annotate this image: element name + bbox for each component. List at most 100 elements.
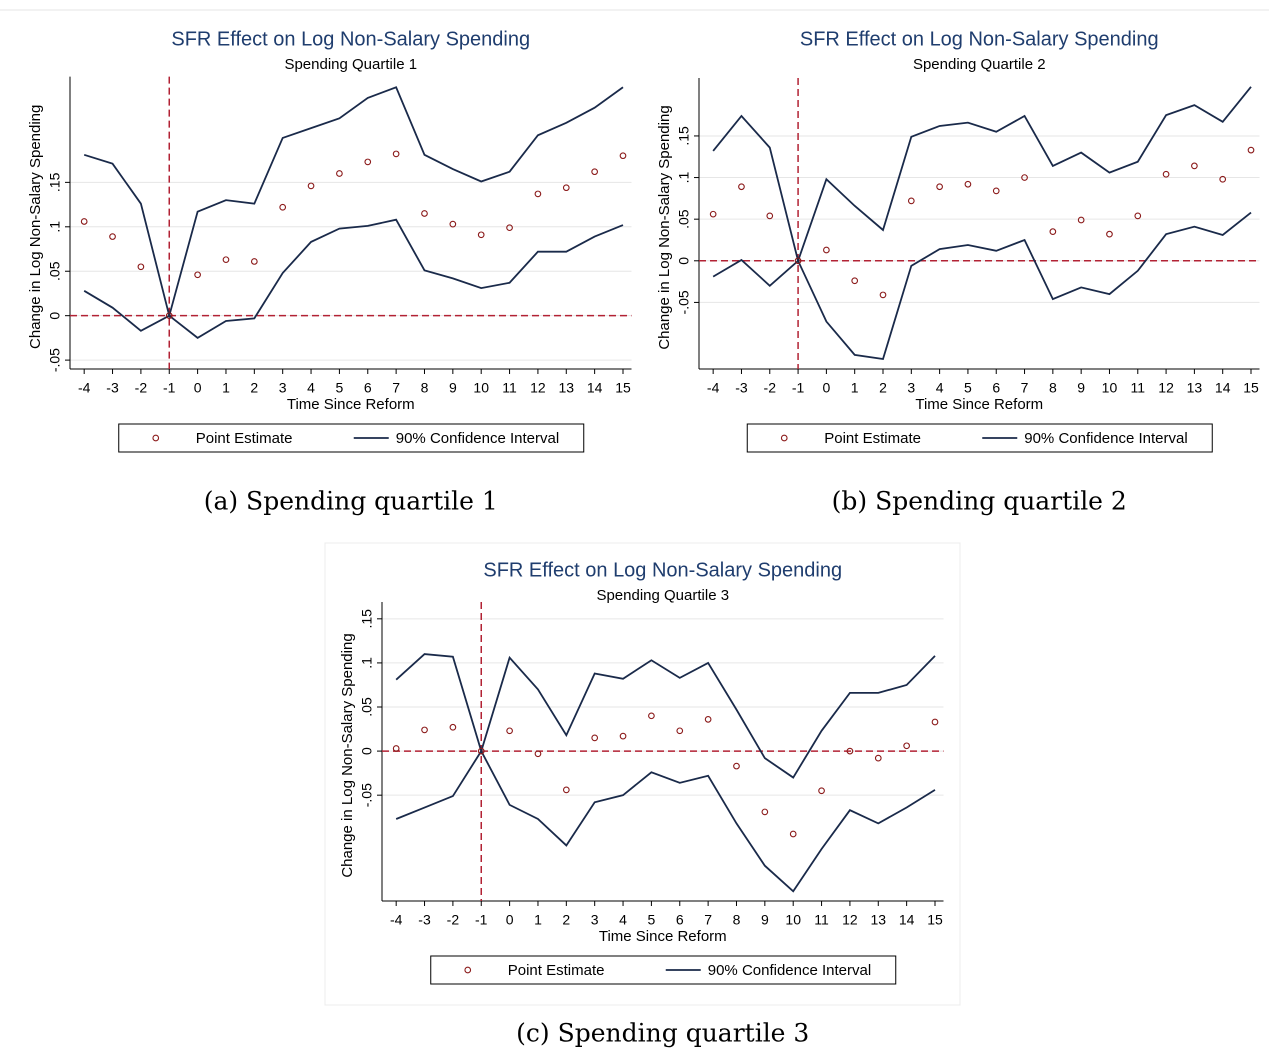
legend-box xyxy=(430,955,897,985)
y-tick-label: -.05 xyxy=(359,783,375,807)
point xyxy=(823,246,830,254)
x-tick-label: 3 xyxy=(279,380,287,396)
y-tick-label: -.05 xyxy=(676,290,692,314)
x-tick-label: 9 xyxy=(761,912,769,928)
point xyxy=(534,750,542,758)
ci-line xyxy=(395,749,936,893)
point xyxy=(449,220,457,228)
x-tick-label: 15 xyxy=(1243,380,1259,396)
point xyxy=(222,256,230,264)
point xyxy=(676,727,684,735)
x-tick-label: 6 xyxy=(676,912,684,928)
legend-label: 90% Confidence Interval xyxy=(1024,430,1187,447)
x-tick-label: 6 xyxy=(992,380,1000,396)
point xyxy=(907,197,915,205)
x-tick-label: 0 xyxy=(506,912,514,928)
panel-border xyxy=(324,542,961,1006)
x-tick-label: 10 xyxy=(785,912,801,928)
point xyxy=(1191,162,1198,170)
point xyxy=(704,715,712,723)
point xyxy=(477,231,485,239)
x-tick-label: 5 xyxy=(648,912,656,928)
point xyxy=(794,257,802,265)
chart-title: SFR Effect on Log Non-Salary Spending xyxy=(483,559,842,581)
y-tick-label: .05 xyxy=(359,697,375,717)
point xyxy=(936,183,943,191)
x-tick-label: 9 xyxy=(449,380,457,396)
x-tick-label: 5 xyxy=(964,380,972,396)
x-tick-label: 1 xyxy=(222,380,230,396)
y-tick-label: .05 xyxy=(47,261,63,281)
x-tick-label: 12 xyxy=(842,912,858,928)
x-tick-label: 2 xyxy=(250,380,258,396)
point xyxy=(733,762,740,770)
x-tick-label: 11 xyxy=(814,912,829,928)
point xyxy=(709,210,717,218)
point xyxy=(619,152,627,160)
x-tick-label: 8 xyxy=(1049,380,1057,396)
caption: (a) Spending quartile 1 xyxy=(204,487,498,516)
x-tick-label: 1 xyxy=(534,912,542,928)
x-tick-label: 12 xyxy=(1158,380,1174,396)
y-tick-label: .1 xyxy=(676,172,692,184)
x-tick-label: 5 xyxy=(336,380,344,396)
chart-subtitle: Spending Quartile 1 xyxy=(284,56,417,73)
y-tick-label: .15 xyxy=(359,609,375,629)
point xyxy=(1162,170,1170,178)
x-tick-label: 10 xyxy=(1102,380,1118,396)
x-tick-label: -2 xyxy=(764,380,777,396)
x-tick-label: 8 xyxy=(733,912,741,928)
ci-line xyxy=(712,86,1252,264)
point xyxy=(931,718,939,726)
point xyxy=(449,723,457,731)
point xyxy=(562,184,570,192)
y-tick-label: 0 xyxy=(47,312,63,320)
x-tick-label: 4 xyxy=(307,380,315,396)
ci-line xyxy=(712,211,1252,361)
legend-marker xyxy=(152,434,160,442)
caption: (b) Spending quartile 2 xyxy=(832,487,1127,516)
y-tick-label: 0 xyxy=(359,747,375,755)
x-tick-label: 4 xyxy=(619,912,627,928)
legend-label: Point Estimate xyxy=(196,430,293,447)
ci-line xyxy=(395,653,936,779)
legend-marker xyxy=(464,966,472,974)
point xyxy=(1049,228,1057,236)
x-tick-label: -1 xyxy=(475,912,488,928)
point xyxy=(789,830,797,838)
legend-box xyxy=(746,423,1213,453)
x-tick-label: 0 xyxy=(822,380,830,396)
point xyxy=(846,747,854,755)
legend-label: 90% Confidence Interval xyxy=(396,430,559,447)
point xyxy=(562,786,570,794)
point xyxy=(279,203,287,211)
point xyxy=(392,150,400,158)
point xyxy=(109,233,116,240)
x-tick-label: 7 xyxy=(392,380,400,396)
point xyxy=(619,732,627,740)
x-tick-label: -2 xyxy=(135,380,148,396)
x-tick-label: 13 xyxy=(1187,380,1203,396)
legend-label: Point Estimate xyxy=(508,962,605,979)
x-tick-label: -4 xyxy=(390,912,403,928)
point xyxy=(1219,175,1227,183)
y-tick-label: .05 xyxy=(676,209,692,229)
point xyxy=(80,218,88,225)
y-tick-label: .1 xyxy=(47,221,63,233)
point xyxy=(761,808,769,816)
point xyxy=(194,271,201,279)
x-tick-label: -3 xyxy=(735,380,748,396)
point xyxy=(336,170,343,177)
x-tick-label: -1 xyxy=(163,380,176,396)
point xyxy=(851,277,859,285)
x-tick-label: 1 xyxy=(851,380,859,396)
point xyxy=(591,734,599,742)
x-tick-label: 13 xyxy=(870,912,886,928)
point xyxy=(766,212,774,220)
point xyxy=(648,712,655,720)
point xyxy=(506,224,513,232)
chart-subtitle: Spending Quartile 3 xyxy=(596,587,729,604)
x-tick-label: 6 xyxy=(364,380,372,396)
x-tick-label: -3 xyxy=(106,380,119,396)
